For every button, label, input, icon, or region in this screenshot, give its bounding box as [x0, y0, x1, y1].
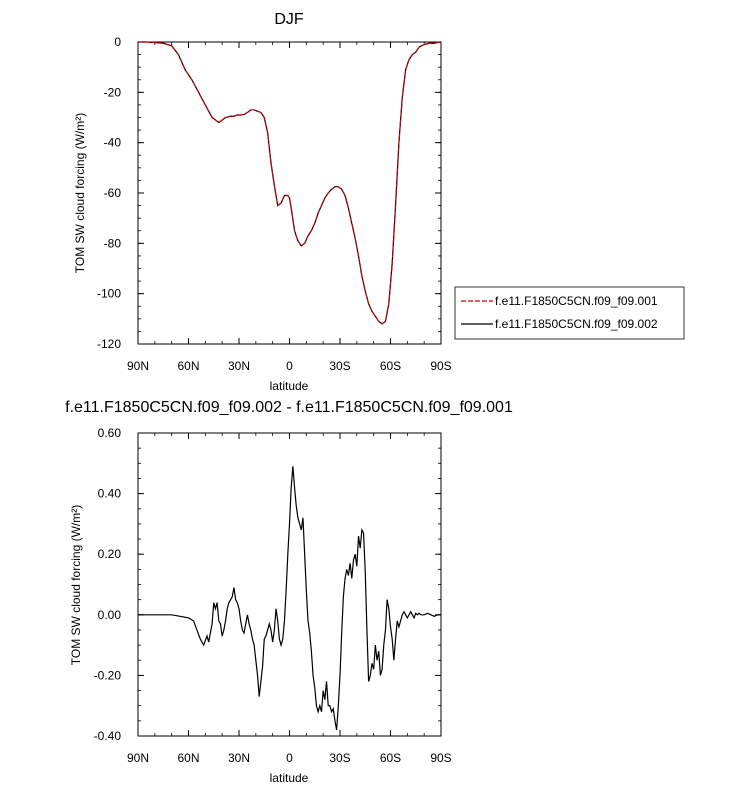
- y-tick-label: 0.40: [98, 487, 122, 501]
- y-tick-label: -0.40: [94, 729, 122, 743]
- x-tick-label: 30N: [228, 359, 250, 373]
- y-tick-label: 0: [114, 35, 121, 49]
- y-tick-label: -40: [104, 136, 122, 150]
- top-series-line-001: [138, 41, 442, 325]
- bottom-ylabel: TOM SW cloud forcing (W/m²): [69, 505, 83, 665]
- top-axis-ticks: 90N 60N 30N 0 30S 60S 90S 0 -20 -40 -60 -80 -100 -120: [97, 35, 452, 373]
- legend-label-001: f.e11.F1850C5CN.f09_f09.001: [495, 294, 658, 308]
- bottom-xlabel: latitude: [270, 771, 309, 785]
- bottom-plot-frame: [137, 432, 442, 737]
- y-tick-label: -100: [97, 287, 121, 301]
- x-tick-label: 90S: [430, 359, 451, 373]
- top-xlabel: latitude: [270, 379, 309, 393]
- y-tick-label: -20: [104, 85, 122, 99]
- x-tick-label: 90N: [127, 359, 149, 373]
- bottom-title: f.e11.F1850C5CN.f09_f09.002 - f.e11.F185…: [65, 399, 513, 416]
- top-title: DJF: [274, 11, 304, 28]
- x-tick-label: 0: [286, 751, 293, 765]
- x-tick-label: 90S: [430, 751, 451, 765]
- top-plot-frame: [137, 41, 442, 345]
- x-tick-label: 30S: [329, 359, 350, 373]
- legend-label-002: f.e11.F1850C5CN.f09_f09.002: [495, 317, 658, 331]
- legend: f.e11.F1850C5CN.f09_f09.001 f.e11.F1850C…: [454, 286, 685, 340]
- bottom-series-line: [138, 466, 441, 731]
- top-ylabel: TOM SW cloud forcing (W/m²): [73, 113, 87, 273]
- x-tick-label: 30N: [228, 751, 250, 765]
- top-series-line-002: [138, 41, 442, 325]
- top-panel: DJF 90N 60N 30N 0 30S 60S 90S 0 -20 -40 -60 -80 -100…: [73, 11, 685, 393]
- x-tick-label: 60N: [177, 751, 199, 765]
- y-tick-label: -80: [104, 236, 122, 250]
- x-tick-label: 60S: [380, 751, 401, 765]
- x-tick-label: 60S: [380, 359, 401, 373]
- x-tick-label: 30S: [329, 751, 350, 765]
- y-tick-label: -120: [97, 337, 121, 351]
- y-tick-label: -60: [104, 186, 122, 200]
- x-tick-label: 90N: [127, 751, 149, 765]
- bottom-panel: f.e11.F1850C5CN.f09_f09.002 - f.e11.F185…: [65, 399, 513, 785]
- legend-box: [454, 286, 685, 340]
- y-tick-label: 0.60: [98, 426, 122, 440]
- y-tick-label: 0.20: [98, 547, 122, 561]
- x-tick-label: 0: [286, 359, 293, 373]
- bottom-axis-ticks: 90N 60N 30N 0 30S 60S 90S 0.60 0.40 0.20 0.00 -0.20…: [94, 426, 452, 765]
- x-tick-label: 60N: [177, 359, 199, 373]
- y-tick-label: -0.20: [94, 668, 122, 682]
- y-tick-label: 0.00: [98, 608, 122, 622]
